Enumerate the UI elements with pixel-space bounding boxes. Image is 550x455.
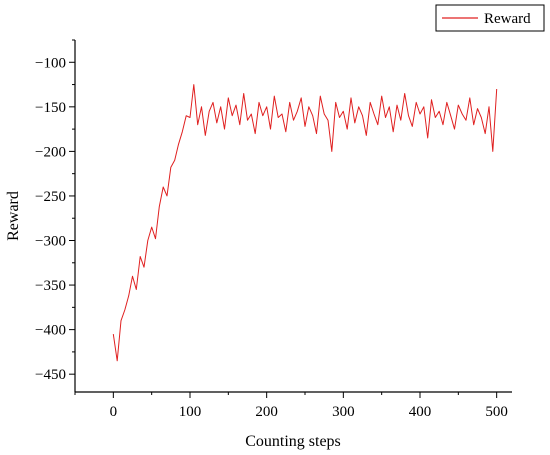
series-layer bbox=[112, 84, 498, 362]
x-tick-label: 0 bbox=[110, 404, 118, 420]
y-tick-label: −350 bbox=[35, 278, 66, 294]
y-tick-label: −400 bbox=[35, 323, 66, 339]
x-tick-label: 300 bbox=[332, 404, 355, 420]
y-tick-label: −200 bbox=[35, 144, 66, 160]
tick-marks bbox=[69, 39, 498, 398]
x-tick-label: 500 bbox=[485, 404, 508, 420]
x-tick-label: 100 bbox=[179, 404, 202, 420]
x-tick-label: 200 bbox=[255, 404, 278, 420]
y-tick-label: −250 bbox=[35, 189, 66, 205]
legend-label-reward: Reward bbox=[484, 11, 531, 27]
x-tick-label: 400 bbox=[409, 404, 432, 420]
y-tick-label: −450 bbox=[35, 367, 66, 383]
tick-labels: −450 −400 −350 −300 −250 −200 −150 −100 0 100 200 3… bbox=[35, 55, 508, 420]
legend: Reward bbox=[435, 4, 545, 32]
series-line-reward bbox=[112, 84, 498, 362]
y-tick-label: −100 bbox=[35, 55, 66, 71]
x-axis-title: Counting steps bbox=[245, 433, 341, 450]
y-tick-label: −150 bbox=[35, 100, 66, 116]
y-tick-label: −300 bbox=[35, 234, 66, 250]
axes bbox=[74, 40, 512, 393]
y-axis-title: Reward bbox=[5, 191, 22, 241]
